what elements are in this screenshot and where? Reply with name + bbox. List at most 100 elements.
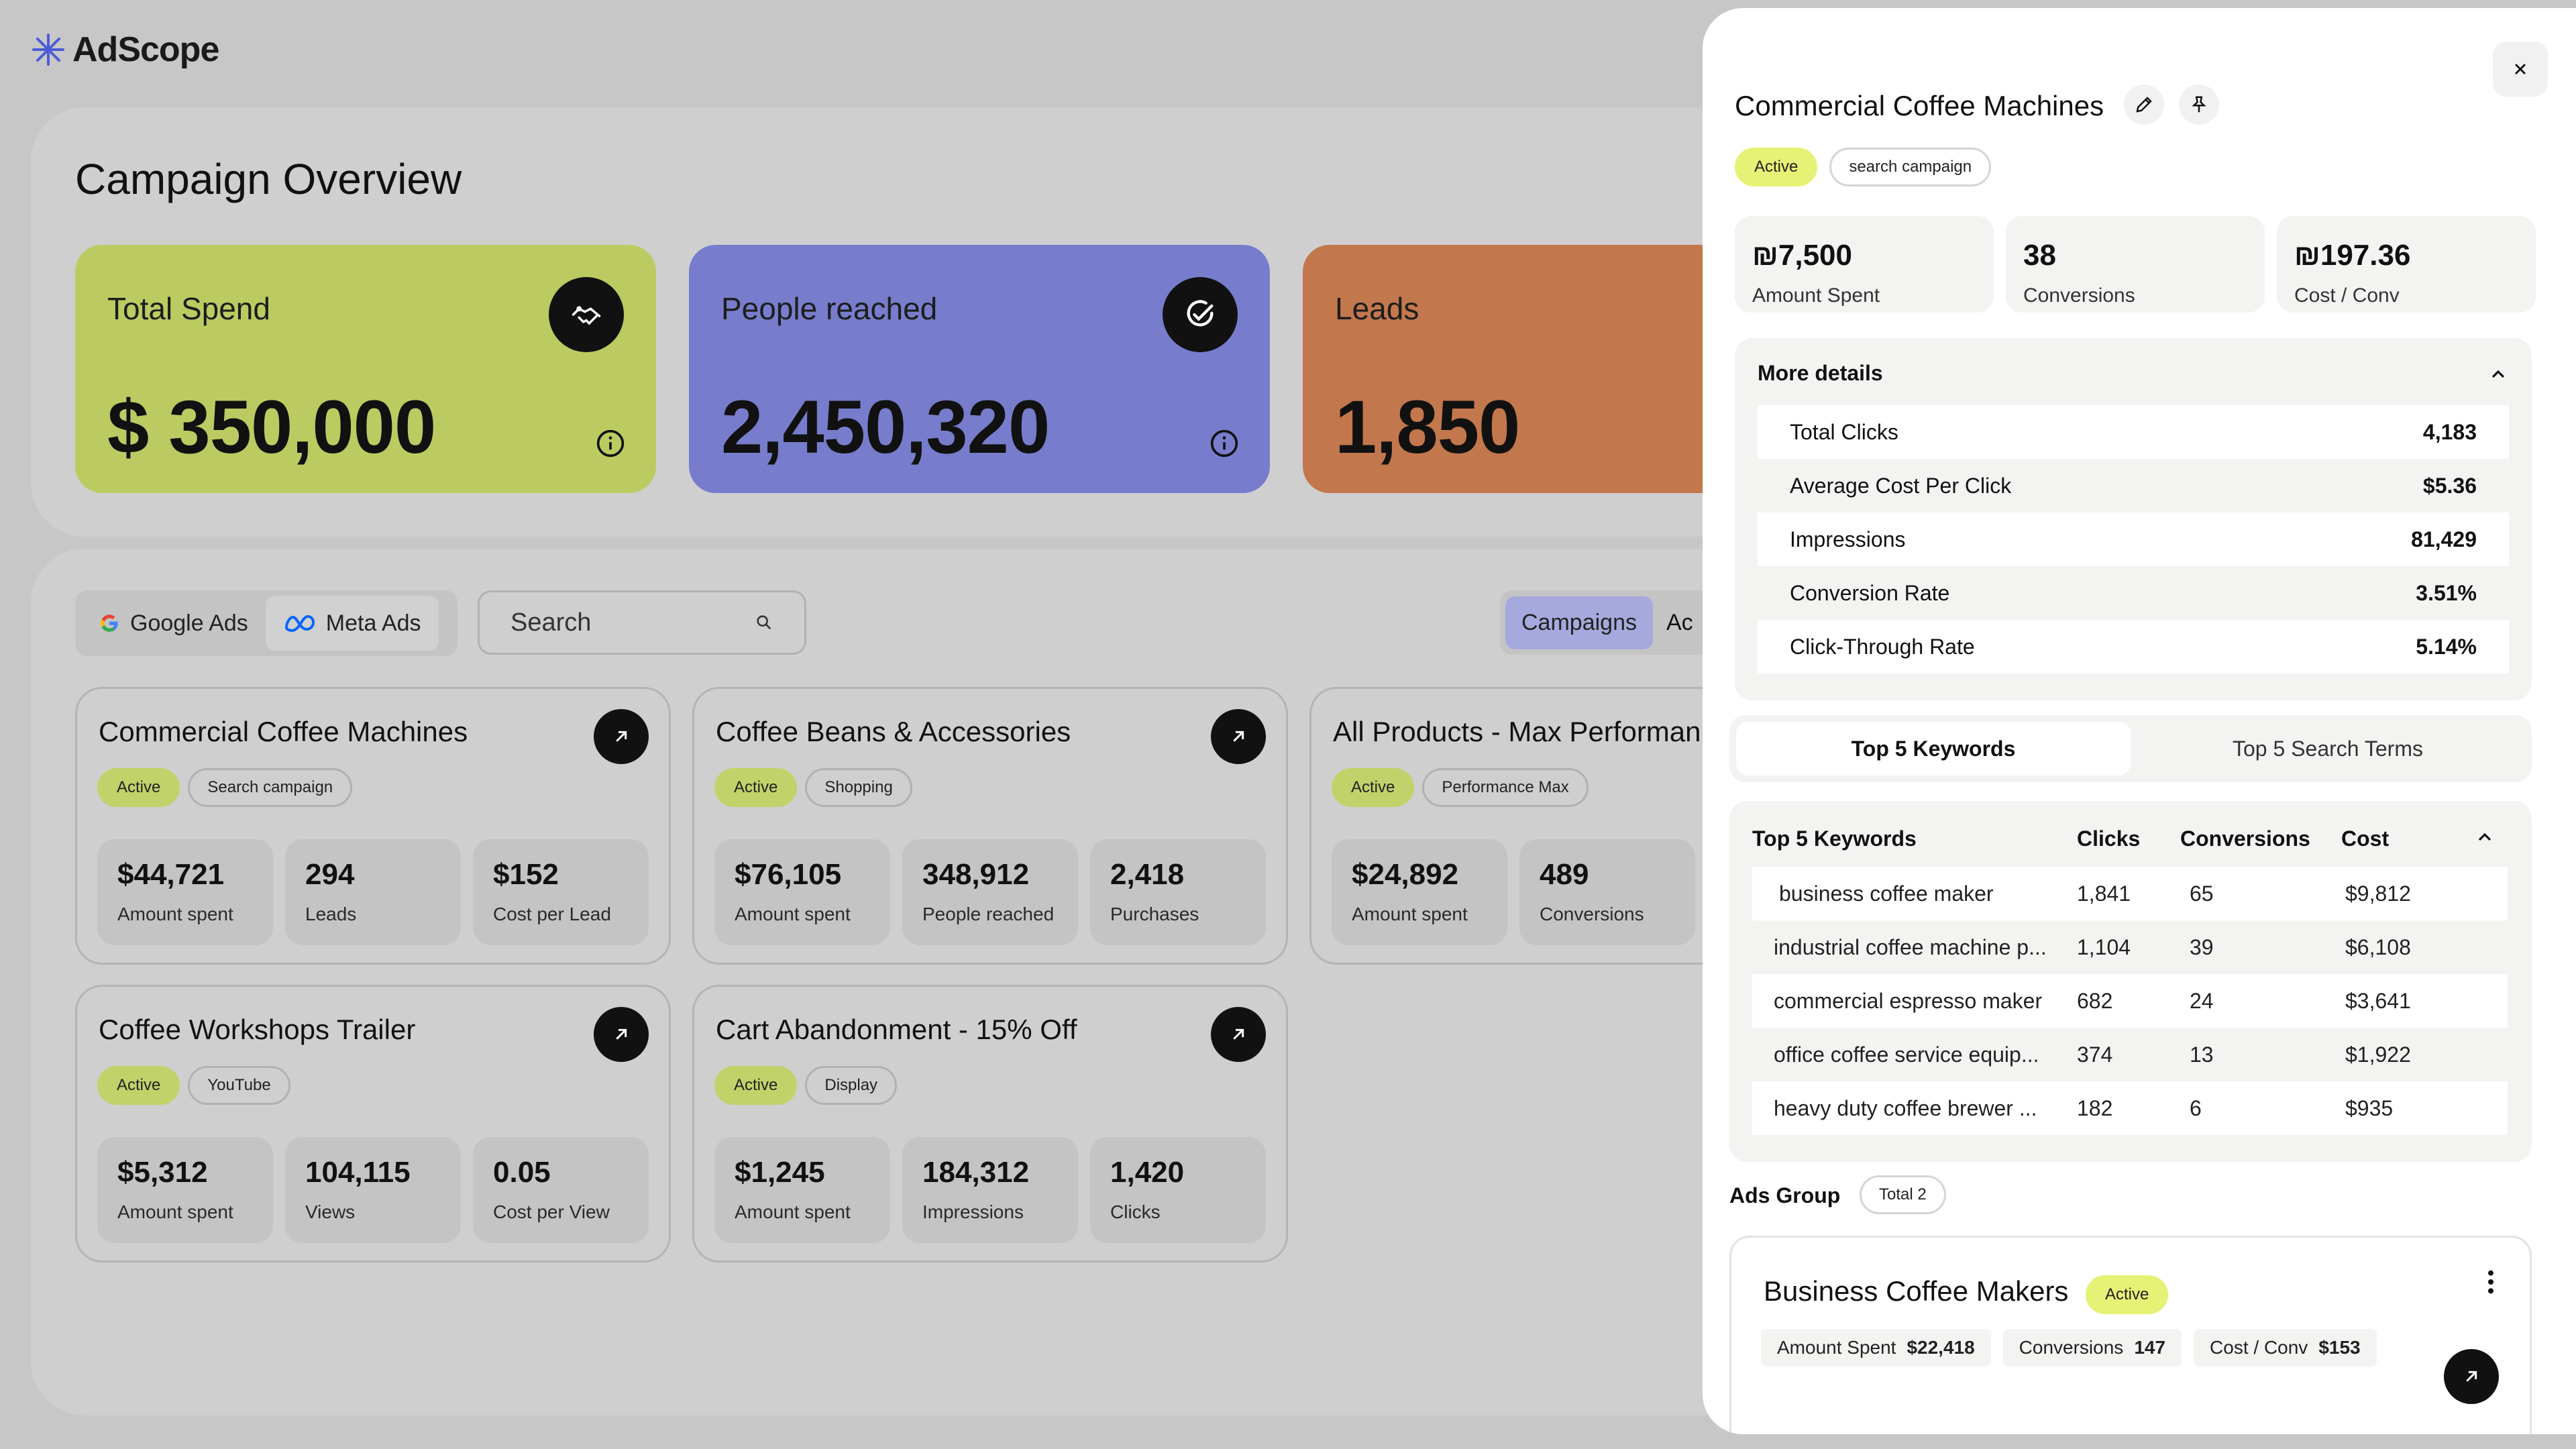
metric-value: $44,721: [117, 858, 225, 891]
open-arrow-icon[interactable]: [1211, 709, 1266, 764]
open-arrow-icon[interactable]: [2444, 1349, 2499, 1404]
keyword-cell: business coffee maker: [1779, 881, 1994, 906]
kpi-value: 38: [2023, 239, 2056, 272]
metric-label: People reached: [922, 904, 1055, 924]
campaign-title: Coffee Beans & Accessories: [716, 716, 1071, 747]
metric-value: 489: [1540, 858, 1589, 891]
keyword-tabs: Top 5 Keywords Top 5 Search Terms: [1729, 715, 2532, 782]
stat-card-people-reached: People reached 2,450,320: [689, 245, 1270, 493]
status-badge: Active: [1332, 768, 1415, 807]
stat-value: $ 350,000: [107, 385, 436, 469]
detail-row: Impressions 81,429: [1758, 513, 2509, 566]
tab-top-search-terms[interactable]: Top 5 Search Terms: [2233, 736, 2423, 761]
metric-value: 348,912: [922, 858, 1030, 891]
status-badge: Active: [714, 1066, 798, 1105]
more-vertical-icon[interactable]: [2484, 1269, 2498, 1295]
metric: $24,892 Amount spent: [1332, 839, 1507, 945]
chip-value: $153: [2318, 1337, 2361, 1358]
status-badge: Active: [97, 1066, 180, 1105]
open-arrow-icon[interactable]: [1211, 1007, 1266, 1062]
metric-value: $76,105: [735, 858, 842, 891]
metric-label: Conversions: [1540, 904, 1644, 924]
stat-label: Total Spend: [107, 291, 270, 326]
tab-meta-ads[interactable]: Meta Ads: [265, 596, 439, 651]
type-badge: Performance Max: [1422, 768, 1589, 807]
metric: 294 Leads: [285, 839, 461, 945]
metric-label: Views: [305, 1201, 356, 1222]
table-row: heavy duty coffee brewer ... 182 6 $935: [1752, 1081, 2508, 1135]
metric-value: 1,420: [1110, 1156, 1185, 1189]
kpi-label: Cost / Conv: [2294, 284, 2400, 307]
type-badge: Search campaign: [188, 768, 353, 807]
status-badge: Active: [97, 768, 180, 807]
metric: $152 Cost per Lead: [473, 839, 649, 945]
pin-button[interactable]: [2179, 85, 2219, 125]
chevron-up-icon[interactable]: [2474, 826, 2496, 848]
kpi-value: ₪7,500: [1752, 239, 1852, 272]
chip-label: Cost / Conv: [2210, 1337, 2308, 1358]
metric: 2,418 Purchases: [1090, 839, 1266, 945]
detail-label: Impressions: [1790, 527, 1906, 551]
detail-value: 81,429: [2411, 527, 2477, 551]
chip-label: Amount Spent: [1777, 1337, 1896, 1358]
metric-label: Cost per Lead: [493, 904, 611, 924]
table-row: industrial coffee machine p... 1,104 39 $6,…: [1752, 920, 2508, 974]
keyword-cell: office coffee service equip...: [1774, 1042, 2039, 1067]
app-logo[interactable]: AdScope: [31, 30, 219, 70]
ad-card[interactable]: Business Coffee Makers Active Amount Spe…: [1729, 1236, 2532, 1434]
close-button[interactable]: [2493, 42, 2548, 97]
metric-value: 184,312: [922, 1156, 1030, 1189]
search-placeholder: Search: [511, 608, 592, 637]
campaign-card[interactable]: Commercial Coffee Machines Active Search …: [75, 687, 671, 965]
logo-mark-icon: [32, 34, 64, 66]
view-switcher: Campaigns Ac: [1500, 590, 1775, 655]
metric-value: $152: [493, 858, 559, 891]
edit-button[interactable]: [2124, 85, 2164, 125]
chip-label: Conversions: [2019, 1337, 2124, 1358]
campaign-card[interactable]: Coffee Beans & Accessories Active Shoppin…: [692, 687, 1288, 965]
open-arrow-icon[interactable]: [594, 1007, 649, 1062]
campaigns-section: [31, 549, 1775, 1415]
metric: 104,115 Views: [285, 1137, 461, 1243]
metric-label: Amount spent: [735, 904, 851, 924]
pencil-icon: [2136, 97, 2152, 113]
detail-value: $5.36: [2422, 473, 2477, 498]
ad-metric-chip: Amount Spent $22,418: [1761, 1329, 1991, 1366]
detail-label: Average Cost Per Click: [1790, 473, 2012, 498]
keyword-cell: industrial coffee machine p...: [1774, 935, 2047, 959]
app-name: AdScope: [72, 30, 219, 69]
tab-campaigns[interactable]: Campaigns: [1505, 596, 1653, 649]
cost-cell: $935: [2345, 1096, 2394, 1120]
kpi-conversions: 38 Conversions: [2006, 216, 2265, 313]
campaign-card[interactable]: All Products - Max Performan Active Perfo…: [1309, 687, 1739, 965]
clicks-cell: 182: [2077, 1096, 2113, 1120]
metric-label: Leads: [305, 904, 357, 924]
detail-row: Click-Through Rate 5.14%: [1758, 620, 2509, 674]
info-icon[interactable]: [596, 429, 625, 458]
chip-value: $22,418: [1907, 1337, 1975, 1358]
open-arrow-icon[interactable]: [594, 709, 649, 764]
info-icon[interactable]: [1210, 429, 1239, 458]
type-badge: YouTube: [188, 1066, 290, 1105]
kpi-value: ₪197.36: [2294, 239, 2411, 272]
ad-name: Business Coffee Makers: [1764, 1275, 2069, 1307]
tab-ads[interactable]: Ac: [1666, 609, 1693, 635]
clicks-cell: 374: [2077, 1042, 2113, 1067]
chevron-up-icon[interactable]: [2487, 364, 2509, 385]
tab-top-keywords[interactable]: Top 5 Keywords: [1736, 722, 2131, 775]
column-header: Cost: [2341, 826, 2390, 851]
metric-value: $5,312: [117, 1156, 208, 1189]
cost-cell: $1,922: [2345, 1042, 2411, 1067]
tab-label: Google Ads: [130, 610, 248, 636]
metric-label: Cost per View: [493, 1201, 610, 1222]
campaign-card[interactable]: Cart Abandonment - 15% Off Active Display…: [692, 985, 1288, 1263]
campaign-card[interactable]: Coffee Workshops Trailer Active YouTube $…: [75, 985, 671, 1263]
table-row: commercial espresso maker 682 24 $3,641: [1752, 974, 2508, 1028]
metric-label: Amount spent: [117, 904, 233, 924]
tab-google-ads[interactable]: Google Ads: [80, 596, 266, 651]
search-input[interactable]: Search: [478, 590, 806, 655]
more-details-title: More details: [1758, 361, 1883, 385]
type-badge: Shopping: [805, 768, 912, 807]
meta-icon: [284, 614, 315, 633]
campaign-detail-panel: Commercial Coffee Machines Active search…: [1703, 8, 2576, 1434]
